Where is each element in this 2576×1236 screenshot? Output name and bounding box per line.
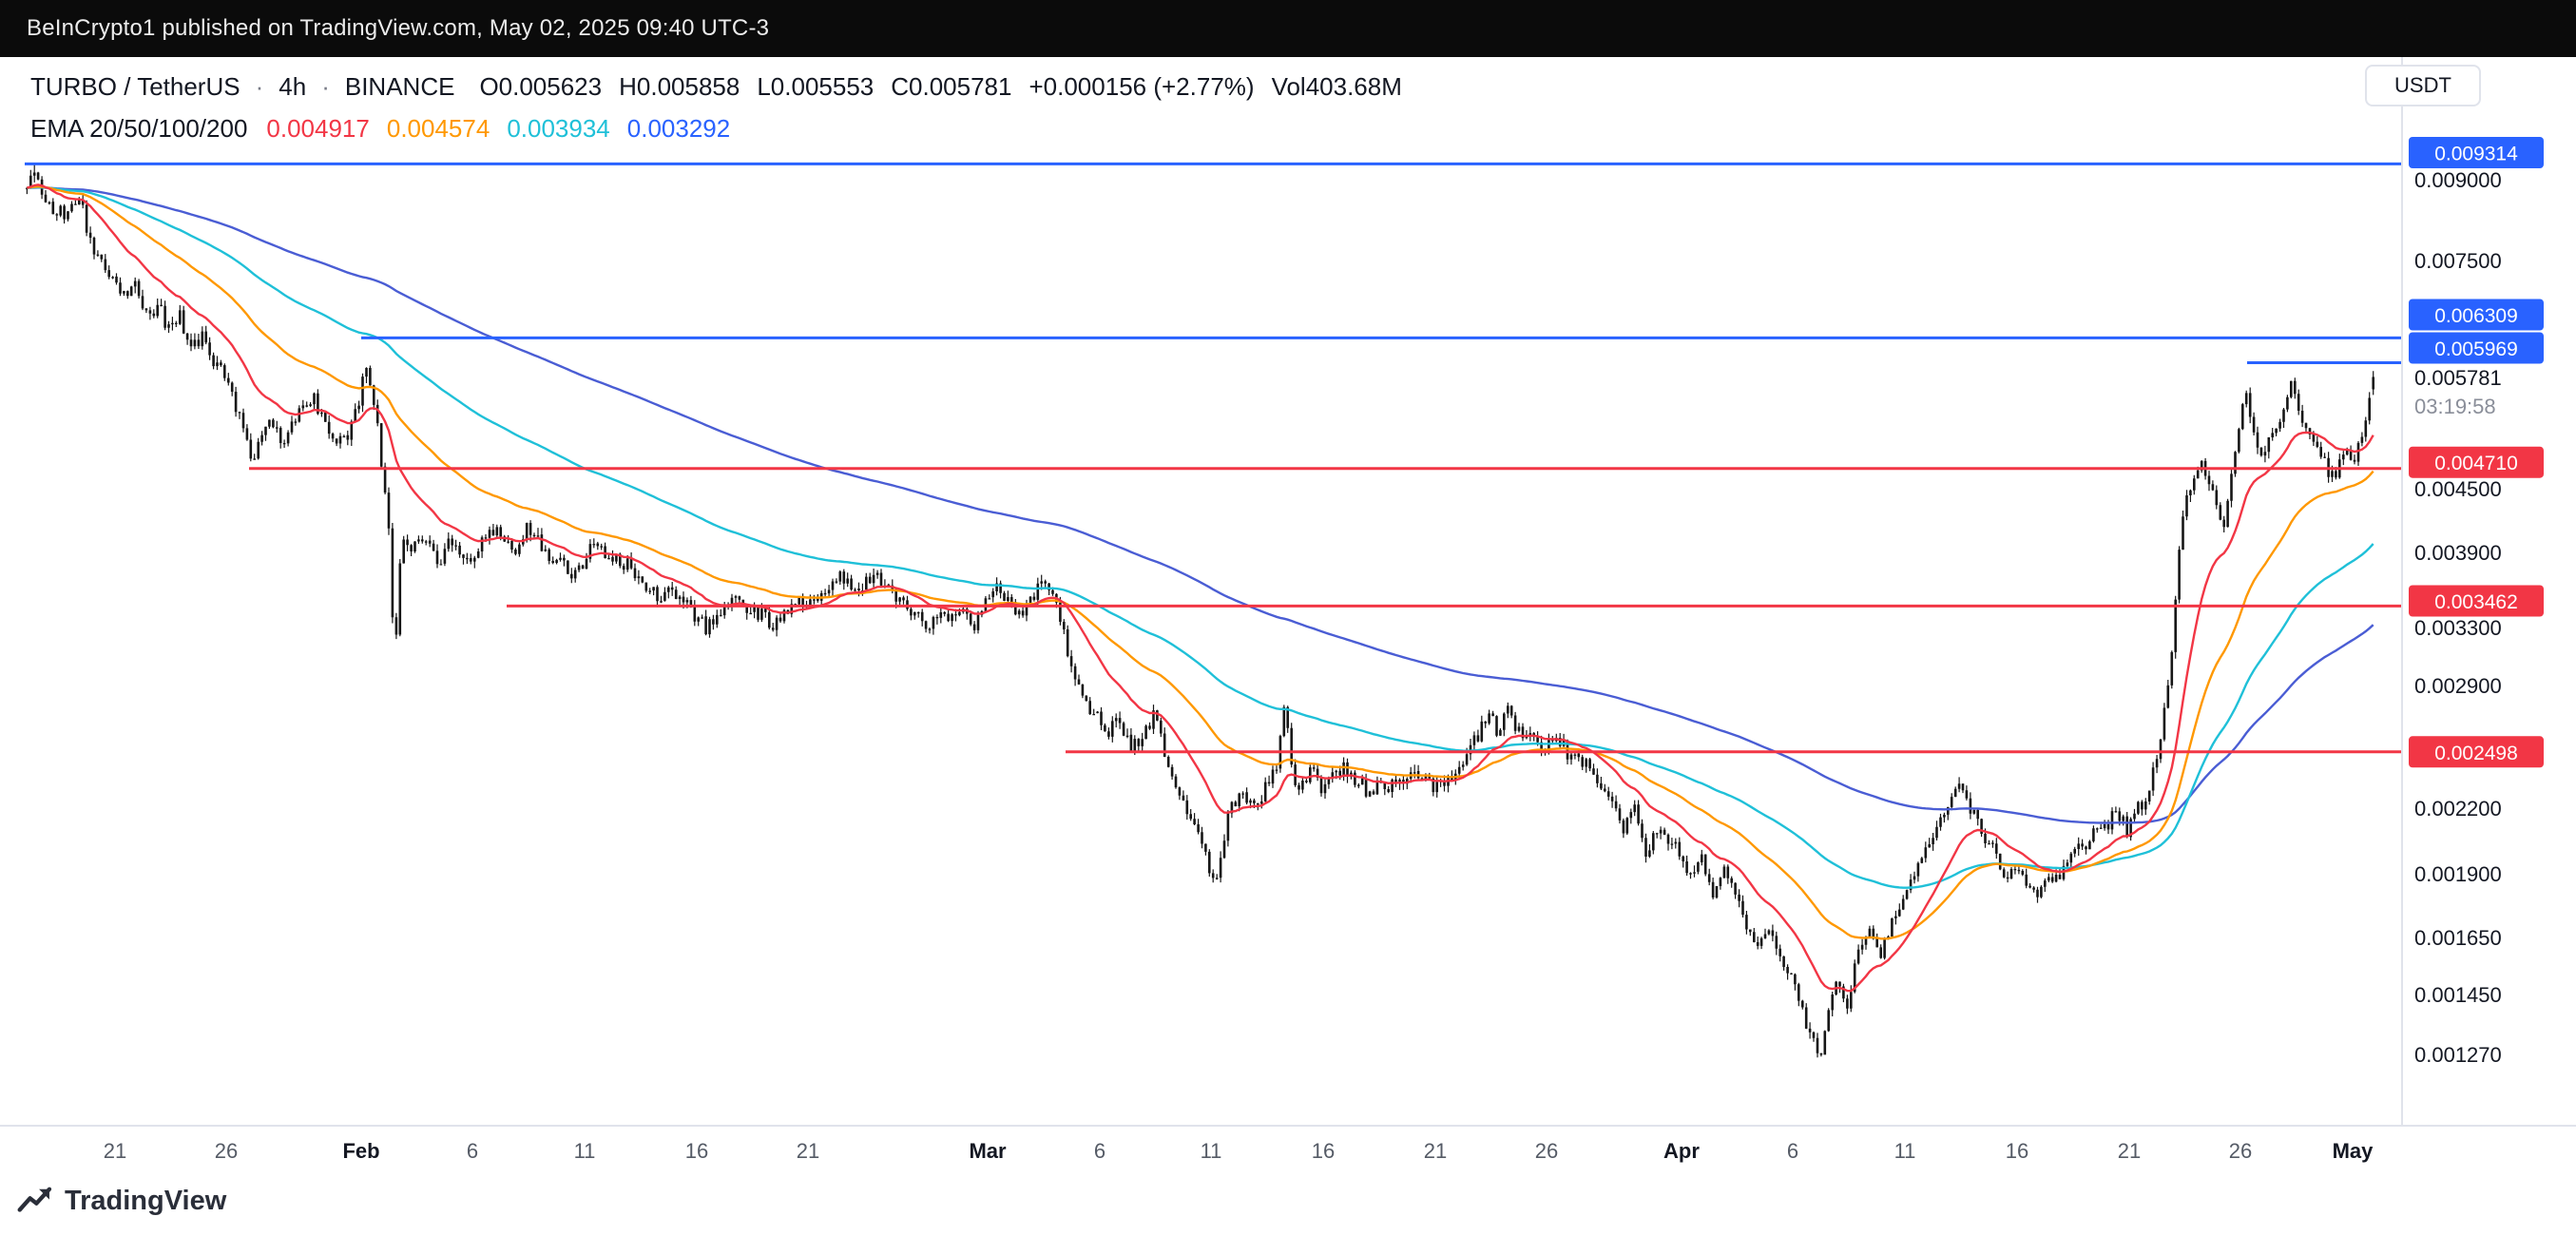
price-axis-label: 0.003300: [2414, 616, 2502, 640]
price-level-badge-label: 0.006309: [2434, 305, 2518, 327]
interval-label[interactable]: 4h: [279, 72, 307, 101]
time-axis-label: 16: [1312, 1139, 1335, 1163]
price-axis-label: 0.009000: [2414, 168, 2502, 192]
time-axis-label: 6: [1787, 1139, 1798, 1163]
ohlc-open: O0.005623: [479, 72, 603, 101]
price-level-badge[interactable]: [2409, 446, 2544, 478]
ema-label[interactable]: EMA 20/50/100/200: [30, 114, 248, 143]
price-change: +0.000156 (+2.77%): [1028, 72, 1255, 101]
price-level-badge[interactable]: [2409, 299, 2544, 331]
ohlc-close: C0.005781: [891, 72, 1012, 101]
ema-20-line: [27, 183, 2374, 993]
attribution-bar: BeInCrypto1 published on TradingView.com…: [0, 0, 2576, 57]
price-level-badge-label: 0.003462: [2434, 591, 2518, 613]
current-price-label: 0.005781: [2414, 366, 2502, 390]
time-axis-label: 11: [1894, 1139, 1916, 1163]
price-axis-label: 0.001450: [2414, 983, 2502, 1007]
price-level-badge[interactable]: [2409, 736, 2544, 768]
time-axis-label: 26: [215, 1139, 238, 1163]
ema-100-line: [27, 185, 2374, 889]
price-axis-label: 0.001650: [2414, 926, 2502, 950]
candles-layer: [26, 164, 2374, 1058]
price-level-badge[interactable]: [2409, 137, 2544, 168]
ema-lines-layer: [27, 183, 2374, 993]
price-axis-label: 0.002200: [2414, 797, 2502, 821]
time-axis-label: 16: [2006, 1139, 2028, 1163]
price-axis[interactable]: 0.009000 0.007500 0.004500 0.003900 0.003300…: [2409, 137, 2544, 1067]
price-axis-label: 0.002900: [2414, 674, 2502, 698]
attribution-text: BeInCrypto1 published on TradingView.com…: [27, 15, 770, 41]
tradingview-logo-text: TradingView: [65, 1185, 227, 1216]
price-axis-label: 0.001900: [2414, 862, 2502, 886]
time-axis-label: 21: [104, 1139, 126, 1163]
price-level-badge[interactable]: [2409, 332, 2544, 364]
ema-200-line: [27, 186, 2374, 824]
time-axis-label: 6: [1094, 1139, 1105, 1163]
ema-value-1: 0.004574: [386, 114, 490, 143]
time-axis-label: May: [2333, 1139, 2374, 1163]
symbol-name[interactable]: TURBO / TetherUS: [30, 72, 240, 101]
legend-separator: ·: [255, 72, 264, 101]
price-level-badge[interactable]: [2409, 585, 2544, 617]
price-level-badge-label: 0.004710: [2434, 453, 2518, 474]
time-axis-label: 26: [2229, 1139, 2252, 1163]
ema-value-2: 0.003934: [507, 114, 610, 143]
price-axis-label: 0.007500: [2414, 249, 2502, 273]
ema-value-0: 0.004917: [266, 114, 370, 143]
bar-countdown: 03:19:58: [2414, 395, 2496, 418]
volume-value: Vol403.68M: [1271, 72, 1402, 101]
currency-toggle-button[interactable]: USDT: [2365, 65, 2481, 106]
ohlc-low: L0.005553: [757, 72, 875, 101]
time-axis-label: 26: [1535, 1139, 1558, 1163]
symbol-legend[interactable]: TURBO / TetherUS · 4h · BINANCE O0.00562…: [30, 72, 1402, 102]
price-level-lines[interactable]: [25, 162, 2402, 754]
price-level-badge-label: 0.009314: [2434, 144, 2518, 165]
ema-value-3: 0.003292: [626, 114, 731, 143]
tradingview-logo[interactable]: TradingView: [17, 1183, 226, 1219]
ema-values: 0.004917 0.004574 0.003934 0.003292: [266, 114, 730, 144]
time-axis-label: 11: [574, 1139, 596, 1163]
price-axis-label: 0.001270: [2414, 1043, 2502, 1067]
ohlc-high: H0.005858: [619, 72, 740, 101]
time-axis-label: 21: [1424, 1139, 1447, 1163]
time-axis-label: 11: [1201, 1139, 1222, 1163]
chart-container: 0.009000 0.007500 0.004500 0.003900 0.003300…: [0, 57, 2576, 1236]
price-level-badge-label: 0.002498: [2434, 743, 2518, 764]
exchange-label[interactable]: BINANCE: [344, 72, 455, 101]
ema-legend[interactable]: EMA 20/50/100/200 0.004917 0.004574 0.0039…: [30, 114, 730, 144]
tradingview-logo-icon: [17, 1187, 52, 1212]
time-axis-label: Apr: [1663, 1139, 1700, 1163]
price-level-badge-label: 0.005969: [2434, 338, 2518, 360]
chart-canvas[interactable]: 0.009000 0.007500 0.004500 0.003900 0.003300…: [0, 57, 2576, 1236]
legend-separator: ·: [321, 72, 330, 101]
price-axis-label: 0.004500: [2414, 477, 2502, 501]
time-axis-label: 21: [2118, 1139, 2141, 1163]
time-axis-label: Mar: [969, 1139, 1007, 1163]
price-axis-label: 0.003900: [2414, 541, 2502, 565]
time-axis-label: Feb: [342, 1139, 379, 1163]
time-axis-label: 6: [467, 1139, 478, 1163]
time-axis[interactable]: 21 26 Feb 6 11 16 21 Mar 6 11 16 21 26 Apr 6 11 16 21 26 Ma…: [104, 1139, 2374, 1163]
time-axis-label: 21: [797, 1139, 819, 1163]
ema-50-line: [27, 184, 2374, 940]
time-axis-label: 16: [685, 1139, 708, 1163]
